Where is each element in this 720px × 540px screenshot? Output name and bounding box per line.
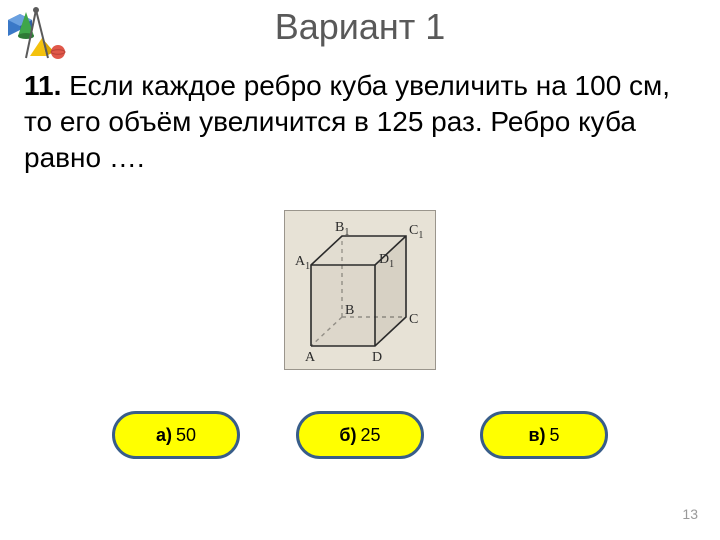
cube-label-C: C [409, 312, 418, 327]
slide-title: Вариант 1 [0, 6, 720, 48]
cube-label-B: B [345, 303, 354, 318]
answer-key: а) [156, 425, 172, 446]
question-text: 11. Если каждое ребро куба увеличить на … [24, 68, 704, 175]
answer-option-c[interactable]: в) 5 [480, 411, 608, 459]
answer-key: в) [528, 425, 545, 446]
slide: Вариант 1 11. Если каждое ребро куба уве… [0, 0, 720, 540]
cube-label-A: A [305, 350, 316, 365]
cube-label-D: D [372, 350, 382, 365]
answer-value: 25 [361, 425, 381, 446]
answer-value: 5 [550, 425, 560, 446]
cube-label-A1: A1 [295, 254, 310, 272]
question-number: 11. [24, 70, 61, 101]
cube-diagram: A B C D A1 B1 C1 D1 [284, 210, 436, 370]
answer-key: б) [339, 425, 356, 446]
answer-value: 50 [176, 425, 196, 446]
page-number: 13 [682, 506, 698, 522]
cube-label-C1: C1 [409, 223, 423, 241]
answer-option-b[interactable]: б) 25 [296, 411, 424, 459]
question-body: Если каждое ребро куба увеличить на 100 … [24, 70, 670, 173]
answer-option-a[interactable]: а) 50 [112, 411, 240, 459]
answer-row: а) 50 б) 25 в) 5 [0, 411, 720, 459]
